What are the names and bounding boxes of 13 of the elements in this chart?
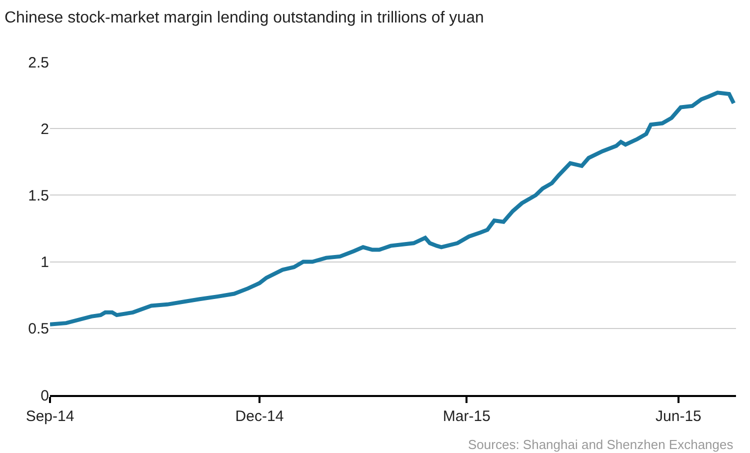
y-tick-label: 2.5 bbox=[28, 54, 49, 72]
line-series bbox=[50, 90, 736, 326]
x-tick-label: Mar-15 bbox=[442, 408, 490, 425]
y-tick-label: 1 bbox=[40, 254, 49, 272]
y-tick-label: 0 bbox=[40, 387, 49, 404]
y-tick-label: 0.5 bbox=[28, 320, 49, 338]
chart-title: Chinese stock-market margin lending outstanding in trillions of yuan bbox=[4, 10, 484, 27]
y-tick-label: 1.5 bbox=[28, 187, 49, 204]
x-tick-label: Dec-14 bbox=[235, 408, 284, 425]
y-tick-label: 2 bbox=[40, 120, 49, 138]
x-tick-label: Jun-15 bbox=[656, 408, 702, 425]
x-tick-label: Sep-14 bbox=[26, 408, 74, 425]
source-note: Sources: Shanghai and Shenzhen Exchanges bbox=[468, 437, 734, 452]
